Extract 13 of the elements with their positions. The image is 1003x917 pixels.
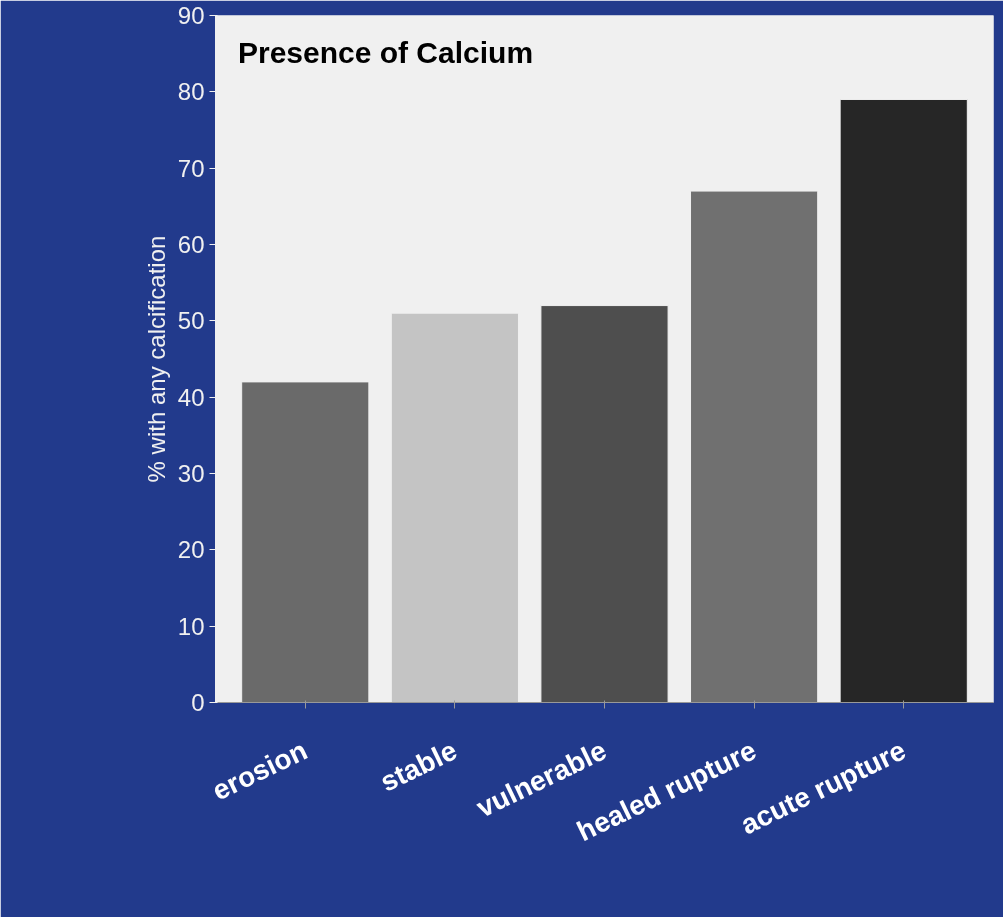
text: Presence of Calcium: [237, 36, 534, 70]
y-tick-label: 70: [177, 154, 205, 182]
y-tick-label: 40: [177, 383, 205, 411]
y-tick-label: 60: [177, 231, 205, 258]
y-tick-label: 10: [177, 612, 205, 640]
y-tick-label: 30: [177, 460, 205, 487]
y-tick-label: 20: [177, 536, 205, 564]
y-tick-label: 0: [191, 689, 205, 716]
y-tick-label: 90: [177, 2, 205, 29]
y-tick-label: 50: [177, 307, 205, 335]
y-axis-title: % with any calcification: [142, 235, 170, 483]
y-tick-label: 80: [177, 78, 205, 106]
x-tick-label: stable: [375, 734, 462, 798]
